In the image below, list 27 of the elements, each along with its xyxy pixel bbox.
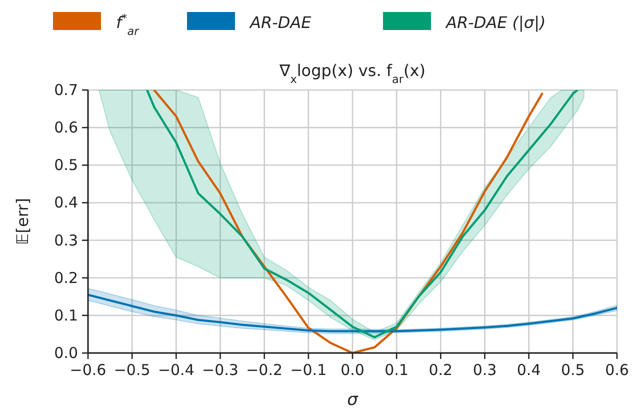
x-tick-label: −0.2 [246, 361, 283, 379]
x-tick-label: 0.4 [516, 361, 541, 379]
line-series [88, 294, 617, 332]
x-tick-label: 0.3 [472, 361, 497, 379]
legend-label: AR-DAE [249, 13, 312, 32]
x-axis-title: σ [347, 390, 360, 410]
x-tick-label: 0.2 [428, 361, 453, 379]
x-tick-label: 0.0 [340, 361, 364, 379]
x-tick-label: 0.5 [560, 361, 585, 379]
y-tick-label: 0.2 [54, 268, 78, 287]
y-tick-label: 0.3 [54, 231, 78, 250]
x-tick-label: −0.6 [70, 361, 106, 379]
x-tick-label: 0.1 [384, 361, 409, 379]
y-tick-label: 0.0 [54, 344, 78, 362]
x-tick-label: −0.4 [158, 361, 194, 379]
x-tick-label: −0.3 [202, 361, 238, 379]
legend-label: AR-DAE (|σ|) [445, 13, 546, 32]
x-tick-label: −0.5 [114, 361, 150, 379]
x-tick-label: 0.6 [605, 361, 629, 379]
x-tick-label: −0.1 [290, 361, 327, 379]
y-axis-title: 𝔼[err] [13, 198, 32, 245]
y-tick-label: 0.6 [54, 118, 78, 137]
y-tick-label: 0.7 [54, 81, 78, 99]
y-tick-label: 0.4 [54, 194, 78, 212]
chart-title: ∇$_{x}$logp(x) vs. f$_{ar}$(x) [278, 61, 426, 86]
y-tick-label: 0.5 [54, 156, 78, 174]
y-tick-label: 0.1 [54, 306, 78, 324]
